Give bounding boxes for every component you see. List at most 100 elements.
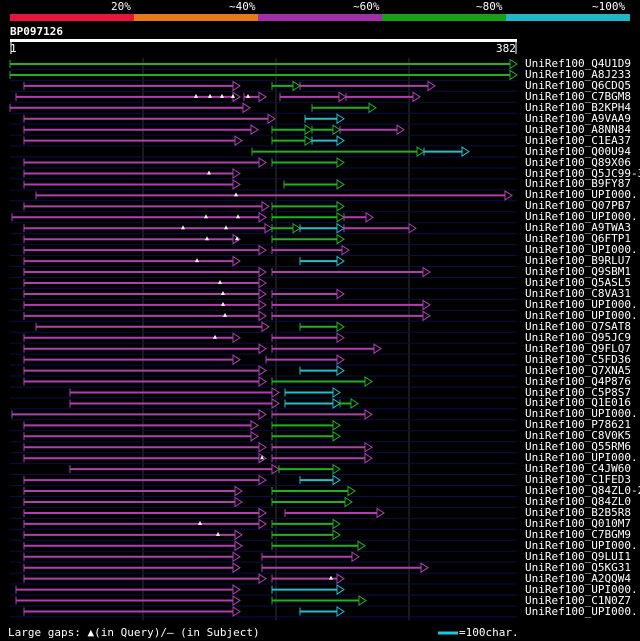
- hit-name-link[interactable]: UniRef100_A8NN84: [525, 122, 631, 136]
- segment-arrow-icon: [336, 365, 345, 377]
- segment-arrow-icon: [336, 255, 345, 267]
- segment-arrow-icon: [427, 80, 436, 92]
- query-gap-marker-icon: [204, 214, 208, 219]
- segment-arrow-icon: [258, 277, 267, 289]
- hit-name-link[interactable]: UniRef100_A8J233: [525, 67, 631, 81]
- color-band-60: [258, 14, 382, 21]
- hit-name-link[interactable]: UniRef100_Q95JC9: [525, 330, 631, 344]
- hit-name-link[interactable]: UniRef100_Q07PB7: [525, 199, 631, 213]
- query-gap-marker-icon: [234, 192, 238, 197]
- hit-name-link[interactable]: UniRef100_C7BGM8: [525, 89, 631, 103]
- hit-name-link[interactable]: UniRef100_A9VAA9: [525, 111, 631, 125]
- hit-name-link[interactable]: UniRef100_C4JW60: [525, 462, 631, 476]
- segment-arrow-icon: [336, 233, 345, 245]
- hit-name-link[interactable]: UniRef100_C1N0Z7: [525, 593, 631, 607]
- hit-name-link[interactable]: UniRef100_B2KPH4: [525, 100, 631, 114]
- hit-name-link[interactable]: UniRef100_UPI000..: [525, 604, 640, 618]
- hit-name-link[interactable]: UniRef100_A9TWA3: [525, 221, 631, 235]
- segment-arrow-icon: [422, 266, 431, 278]
- hit-name-link[interactable]: UniRef100_UPI000..: [525, 407, 640, 421]
- hit-name-link[interactable]: UniRef100_UPI000..: [525, 243, 640, 257]
- hit-name-link[interactable]: UniRef100_B9FY87: [525, 177, 631, 191]
- segment-arrow-icon: [232, 595, 241, 606]
- segment-arrow-icon: [232, 255, 241, 267]
- segment-arrow-icon: [304, 135, 313, 147]
- hit-name-link[interactable]: UniRef100_Q7XNA5: [525, 363, 631, 377]
- segment-arrow-icon: [258, 91, 267, 103]
- segment-arrow-icon: [509, 58, 518, 70]
- hit-name-link[interactable]: UniRef100_B2B5R8: [525, 505, 631, 519]
- segment-arrow-icon: [258, 211, 267, 223]
- hit-name-link[interactable]: UniRef100_UPI000..: [525, 297, 640, 311]
- hit-name-link[interactable]: UniRef100_Q89X06: [525, 155, 631, 169]
- segment-arrow-icon: [258, 573, 267, 585]
- hit-name-link[interactable]: UniRef100_C8V0K5: [525, 429, 631, 443]
- segment-arrow-icon: [365, 211, 374, 223]
- scale-label-80: ~80%: [476, 0, 503, 13]
- hit-name-link[interactable]: UniRef100_Q6FTP1: [525, 232, 631, 246]
- hit-name-link[interactable]: UniRef100_Q84ZL0-2: [525, 484, 640, 498]
- query-gap-marker-icon: [223, 312, 227, 317]
- hit-name-link[interactable]: UniRef100_UPI000..: [525, 451, 640, 465]
- hit-name-link[interactable]: UniRef100_Q6CDQ5: [525, 78, 631, 92]
- segment-arrow-icon: [336, 354, 345, 366]
- segment-arrow-icon: [336, 606, 345, 617]
- hit-name-link[interactable]: UniRef100_UPI000..: [525, 308, 640, 322]
- segment-arrow-icon: [412, 91, 421, 103]
- hit-name-link[interactable]: UniRef100_Q5KG31: [525, 560, 631, 574]
- segment-arrow-icon: [332, 518, 341, 530]
- segment-arrow-icon: [258, 441, 267, 453]
- hit-name-link[interactable]: UniRef100_Q9LUI1: [525, 549, 631, 563]
- hit-name-link[interactable]: UniRef100_C5P8S7: [525, 385, 631, 399]
- segment-arrow-icon: [271, 463, 280, 475]
- hit-name-link[interactable]: UniRef100_Q4P876: [525, 374, 631, 388]
- hit-name-link[interactable]: UniRef100_P78621: [525, 418, 631, 432]
- segment-arrow-icon: [264, 222, 273, 234]
- segment-arrow-icon: [336, 332, 345, 344]
- hit-name-link[interactable]: UniRef100_Q84ZL0: [525, 495, 631, 508]
- segment-arrow-icon: [347, 485, 356, 497]
- segment-arrow-icon: [364, 376, 373, 387]
- query-gap-marker-icon: [220, 93, 224, 98]
- query-gap-marker-icon: [235, 236, 239, 241]
- hit-name-link[interactable]: UniRef100_B9RLU7: [525, 254, 631, 268]
- query-gap-marker-icon: [213, 334, 217, 339]
- hit-name-link[interactable]: UniRef100_C5FD36: [525, 352, 631, 366]
- hit-name-link[interactable]: UniRef100_Q010M7: [525, 516, 631, 530]
- hit-name-link[interactable]: UniRef100_UPI000..: [525, 188, 640, 202]
- hit-name-link[interactable]: UniRef100_C8VA31: [525, 286, 631, 300]
- segment-arrow-icon: [232, 562, 241, 574]
- hit-name-link[interactable]: UniRef100_C7BGM9: [525, 527, 631, 541]
- segment-arrow-icon: [336, 179, 345, 190]
- hit-name-link[interactable]: UniRef100_Q1E016: [525, 396, 631, 410]
- hit-name-link[interactable]: UniRef100_Q9SBM1: [525, 265, 631, 279]
- segment-arrow-icon: [258, 408, 267, 420]
- hit-name-link[interactable]: UniRef100_A2QQW4: [525, 571, 631, 585]
- hit-name-link[interactable]: UniRef100_Q55RM6: [525, 440, 631, 454]
- segment-arrow-icon: [232, 354, 241, 366]
- query-gap-marker-icon: [246, 93, 250, 98]
- scale-label-60: ~60%: [353, 0, 380, 13]
- hit-name-link[interactable]: UniRef100_UPI000..: [525, 582, 640, 596]
- segment-arrow-icon: [271, 398, 280, 409]
- hit-name-link[interactable]: UniRef100_UPI000..: [525, 210, 640, 224]
- query-gap-marker-icon: [205, 236, 209, 241]
- hit-name-link[interactable]: UniRef100_Q9FLQ7: [525, 341, 631, 355]
- query-gap-marker-icon: [221, 301, 225, 306]
- hit-name-link[interactable]: UniRef100_C1FED3: [525, 473, 631, 487]
- hit-name-link[interactable]: UniRef100_Q00U94: [525, 144, 631, 158]
- segment-arrow-icon: [422, 299, 431, 311]
- hit-name-link[interactable]: UniRef100_Q5JC99-3: [525, 166, 640, 180]
- hit-name-link[interactable]: UniRef100_Q7SAT8: [525, 319, 631, 333]
- hit-name-link[interactable]: UniRef100_Q5ASL5: [525, 276, 631, 289]
- segment-arrow-icon: [232, 80, 241, 92]
- segment-arrow-icon: [232, 606, 241, 617]
- query-gap-marker-icon: [221, 290, 225, 295]
- query-gap-marker-icon: [231, 93, 235, 98]
- segment-arrow-icon: [332, 430, 341, 442]
- hit-name-link[interactable]: UniRef100_Q4U1D9: [525, 57, 631, 70]
- segment-arrow-icon: [336, 222, 345, 234]
- hit-name-link[interactable]: UniRef100_UPI000..: [525, 538, 640, 552]
- hit-name-link[interactable]: UniRef100_C1EA37: [525, 133, 631, 147]
